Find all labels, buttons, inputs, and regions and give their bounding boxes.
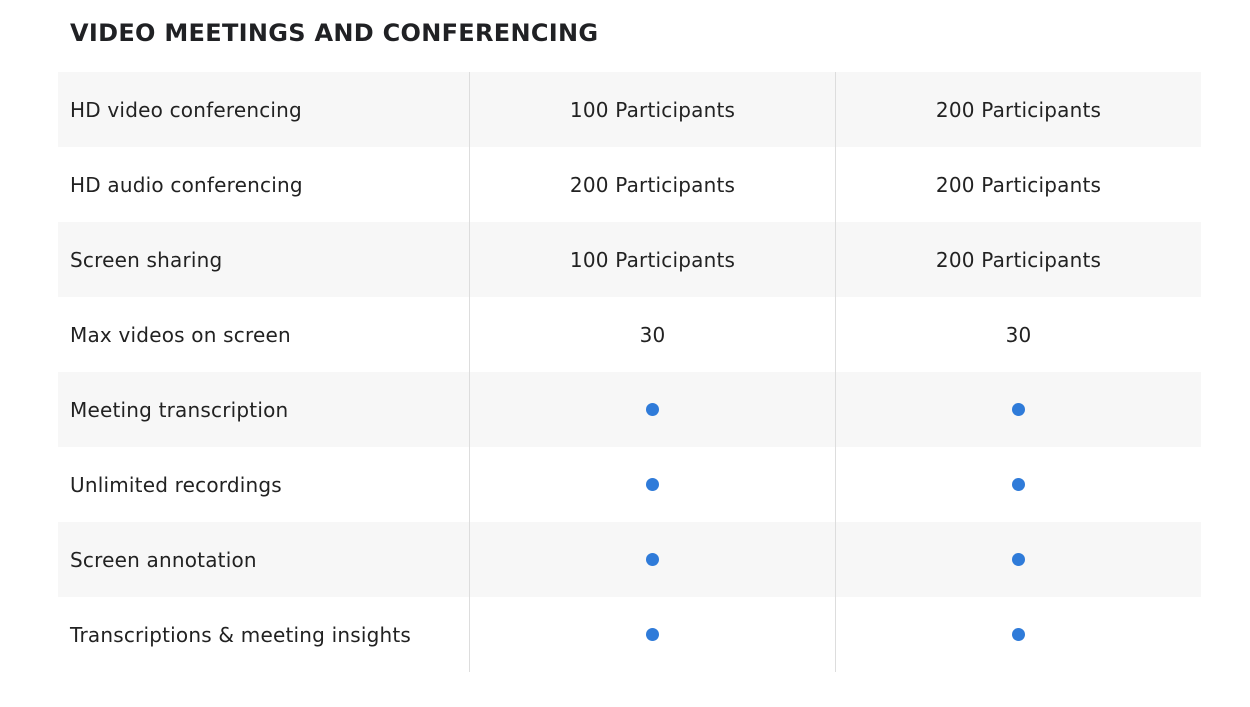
feature-label: Max videos on screen	[58, 297, 470, 372]
feature-label: Meeting transcription	[58, 372, 470, 447]
included-dot-icon	[1012, 403, 1025, 416]
plan-1-value: 100 Participants	[470, 72, 836, 147]
included-dot-icon	[1012, 553, 1025, 566]
plan-1-cell	[470, 597, 836, 672]
included-dot-icon	[646, 628, 659, 641]
features-comparison-table: HD video conferencing 100 Participants 200…	[58, 72, 1201, 672]
plan-2-cell	[836, 522, 1201, 597]
plan-2-cell	[836, 597, 1201, 672]
plan-2-value: 30	[1005, 322, 1032, 347]
included-dot-icon	[646, 403, 659, 416]
plan-1-value: 30	[470, 297, 836, 372]
plan-1-cell	[470, 522, 836, 597]
table-row: Unlimited recordings	[58, 447, 1201, 522]
table-row: Transcriptions & meeting insights	[58, 597, 1201, 672]
plan-2-value: 200 Participants	[935, 97, 1102, 122]
included-dot-icon	[1012, 628, 1025, 641]
table-row: Max videos on screen 30 30	[58, 297, 1201, 372]
plan-2-value: 200 Participants	[935, 172, 1102, 197]
feature-label: Screen annotation	[58, 522, 470, 597]
included-dot-icon	[646, 553, 659, 566]
feature-label: HD audio conferencing	[58, 147, 470, 222]
feature-label: Transcriptions & meeting insights	[58, 597, 470, 672]
included-dot-icon	[646, 478, 659, 491]
plan-2-cell	[836, 372, 1201, 447]
table-row: Screen annotation	[58, 522, 1201, 597]
plan-1-cell	[470, 372, 836, 447]
section-title: VIDEO MEETINGS AND CONFERENCING	[70, 19, 599, 47]
feature-label: Screen sharing	[58, 222, 470, 297]
plan-2-value: 200 Participants	[935, 247, 1102, 272]
plan-1-value: 100 Participants	[470, 222, 836, 297]
table-row: HD video conferencing 100 Participants 200…	[58, 72, 1201, 147]
plan-1-cell	[470, 447, 836, 522]
feature-label: Unlimited recordings	[58, 447, 470, 522]
plan-1-value: 200 Participants	[470, 147, 836, 222]
table-row: Screen sharing 100 Participants 200 Partic…	[58, 222, 1201, 297]
feature-label: HD video conferencing	[58, 72, 470, 147]
table-row: Meeting transcription	[58, 372, 1201, 447]
included-dot-icon	[1012, 478, 1025, 491]
table-row: HD audio conferencing 200 Participants 200…	[58, 147, 1201, 222]
plan-2-cell	[836, 447, 1201, 522]
